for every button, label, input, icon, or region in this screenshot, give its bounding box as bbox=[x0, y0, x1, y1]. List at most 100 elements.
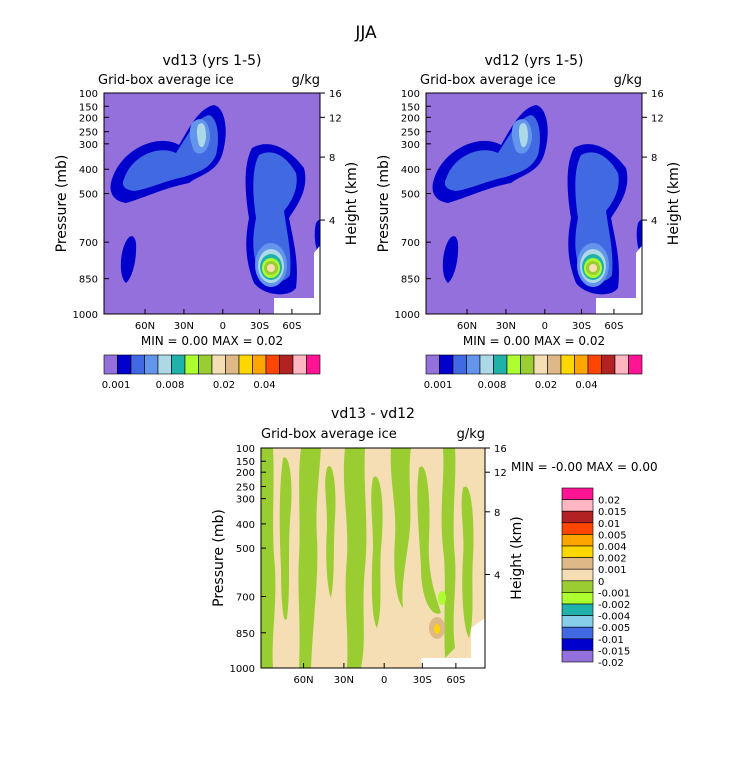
contour-level-minus-0.002 bbox=[438, 591, 446, 605]
y2tick-label: 4 bbox=[494, 571, 500, 582]
ytick-label: 100 bbox=[401, 89, 420, 100]
colorbar-swatch bbox=[211, 354, 226, 375]
ytick-label: 400 bbox=[236, 520, 255, 531]
colorbar-label: 0.04 bbox=[575, 380, 597, 391]
colorbar-swatch bbox=[561, 545, 594, 558]
panel-vd12: vd12 (yrs 1-5) Grid-box average ice g/kg… bbox=[376, 53, 682, 348]
colorbar-swatch bbox=[561, 487, 594, 500]
colorbar-label: 0.02 bbox=[598, 496, 620, 507]
minmax-stats: MIN = 0.00 MAX = 0.02 bbox=[463, 334, 605, 348]
contour-blob-left bbox=[442, 236, 459, 283]
missing-data-region bbox=[421, 618, 485, 668]
colorbar-label: -0.004 bbox=[598, 612, 630, 623]
panel-vd13: vd13 (yrs 1-5) Grid-box average ice g/kg… bbox=[54, 53, 360, 348]
colorbar-swatch bbox=[520, 354, 535, 375]
ytick-label: 200 bbox=[79, 113, 98, 124]
ytick-label: 400 bbox=[401, 165, 420, 176]
ytick-label: 150 bbox=[79, 102, 98, 113]
colorbar-label: 0.015 bbox=[598, 507, 627, 518]
ytick-label: 300 bbox=[401, 140, 420, 151]
y2tick-label: 8 bbox=[651, 153, 657, 164]
panel-variable: Grid-box average ice bbox=[261, 427, 397, 442]
y2label: Height (km) bbox=[509, 516, 525, 599]
figure-title: JJA bbox=[354, 23, 377, 43]
colorbar-label: 0.001 bbox=[598, 565, 627, 576]
ytick-label: 150 bbox=[236, 457, 255, 468]
xtick-label: 60S bbox=[282, 321, 301, 332]
colorbar-swatch bbox=[479, 354, 494, 375]
contour-level-0.02 bbox=[589, 264, 597, 272]
ytick-label: 250 bbox=[79, 128, 98, 139]
neg-streak-8 bbox=[417, 466, 441, 614]
ylabel: Pressure (mb) bbox=[54, 155, 70, 253]
y2tick-label: 12 bbox=[494, 468, 507, 479]
colorbar-swatch bbox=[265, 354, 280, 375]
xtick-label: 0 bbox=[220, 321, 226, 332]
contour-blob-edge bbox=[314, 219, 320, 253]
ytick-label: 200 bbox=[401, 113, 420, 124]
colorbar-label: 0.001 bbox=[102, 380, 131, 391]
missing-data-region bbox=[274, 245, 320, 314]
neg-streak-2 bbox=[279, 457, 292, 620]
panel-title: vd12 (yrs 1-5) bbox=[484, 53, 583, 69]
colorbar-swatch bbox=[561, 522, 594, 535]
contour-field bbox=[104, 93, 320, 314]
colorbar-label: 0.02 bbox=[213, 380, 235, 391]
xtick-label: 60N bbox=[457, 321, 477, 332]
colorbar-swatch bbox=[574, 354, 589, 375]
panel-units: g/kg bbox=[292, 73, 320, 88]
colorbar-label: 0.008 bbox=[478, 380, 507, 391]
colorbar-swatch bbox=[587, 354, 602, 375]
ytick-label: 500 bbox=[401, 190, 420, 201]
y2tick-label: 4 bbox=[329, 216, 335, 227]
ytick-label: 850 bbox=[401, 275, 420, 286]
panel-variable: Grid-box average ice bbox=[420, 73, 556, 88]
xtick-label: 0 bbox=[381, 675, 387, 686]
ytick-label: 150 bbox=[401, 102, 420, 113]
colorbar-swatch bbox=[506, 354, 521, 375]
colorbar-swatch bbox=[614, 354, 629, 375]
colorbar-swatch bbox=[561, 638, 594, 651]
colorbar-swatch bbox=[547, 354, 562, 375]
y2tick-label: 16 bbox=[494, 444, 507, 455]
xtick-label: 60S bbox=[446, 675, 465, 686]
xtick-label: 30S bbox=[572, 321, 591, 332]
colorbar-swatch bbox=[561, 615, 594, 628]
colorbar-swatch bbox=[103, 354, 118, 375]
ytick-label: 500 bbox=[79, 190, 98, 201]
colorbar-swatch bbox=[493, 354, 508, 375]
neg-streak-1 bbox=[261, 448, 276, 668]
panel-title: vd13 - vd12 bbox=[331, 406, 415, 422]
colorbar-swatch bbox=[533, 354, 548, 375]
colorbar-swatch bbox=[561, 510, 594, 524]
ytick-label: 700 bbox=[401, 238, 420, 249]
contour-field bbox=[426, 93, 642, 314]
colorbar-swatch bbox=[560, 354, 575, 375]
colorbar-swatch bbox=[561, 580, 594, 593]
y2tick-label: 4 bbox=[651, 216, 657, 227]
ytick-label: 100 bbox=[236, 444, 255, 455]
colorbar-swatch bbox=[144, 354, 159, 375]
neg-streak-3 bbox=[298, 448, 321, 668]
plot-frame bbox=[260, 447, 486, 669]
xtick-label: 30N bbox=[334, 675, 354, 686]
xtick-label: 30N bbox=[174, 321, 194, 332]
y2tick-label: 8 bbox=[329, 153, 335, 164]
colorbar-label: -0.01 bbox=[598, 635, 624, 646]
colorbar-swatch bbox=[561, 557, 594, 570]
colorbar-label: 0.01 bbox=[598, 519, 620, 530]
colorbar-swatch bbox=[198, 354, 213, 375]
contour-level-minus-0.001 bbox=[261, 448, 474, 668]
y2label: Height (km) bbox=[666, 162, 682, 245]
y2tick-label: 12 bbox=[329, 113, 342, 124]
ytick-label: 700 bbox=[79, 238, 98, 249]
contour-blob-left bbox=[120, 236, 137, 283]
ylabel: Pressure (mb) bbox=[376, 155, 392, 253]
xtick-label: 60N bbox=[293, 675, 313, 686]
xtick-label: 30N bbox=[496, 321, 516, 332]
xtick-label: 0 bbox=[542, 321, 548, 332]
colorbar-swatch bbox=[425, 354, 440, 375]
